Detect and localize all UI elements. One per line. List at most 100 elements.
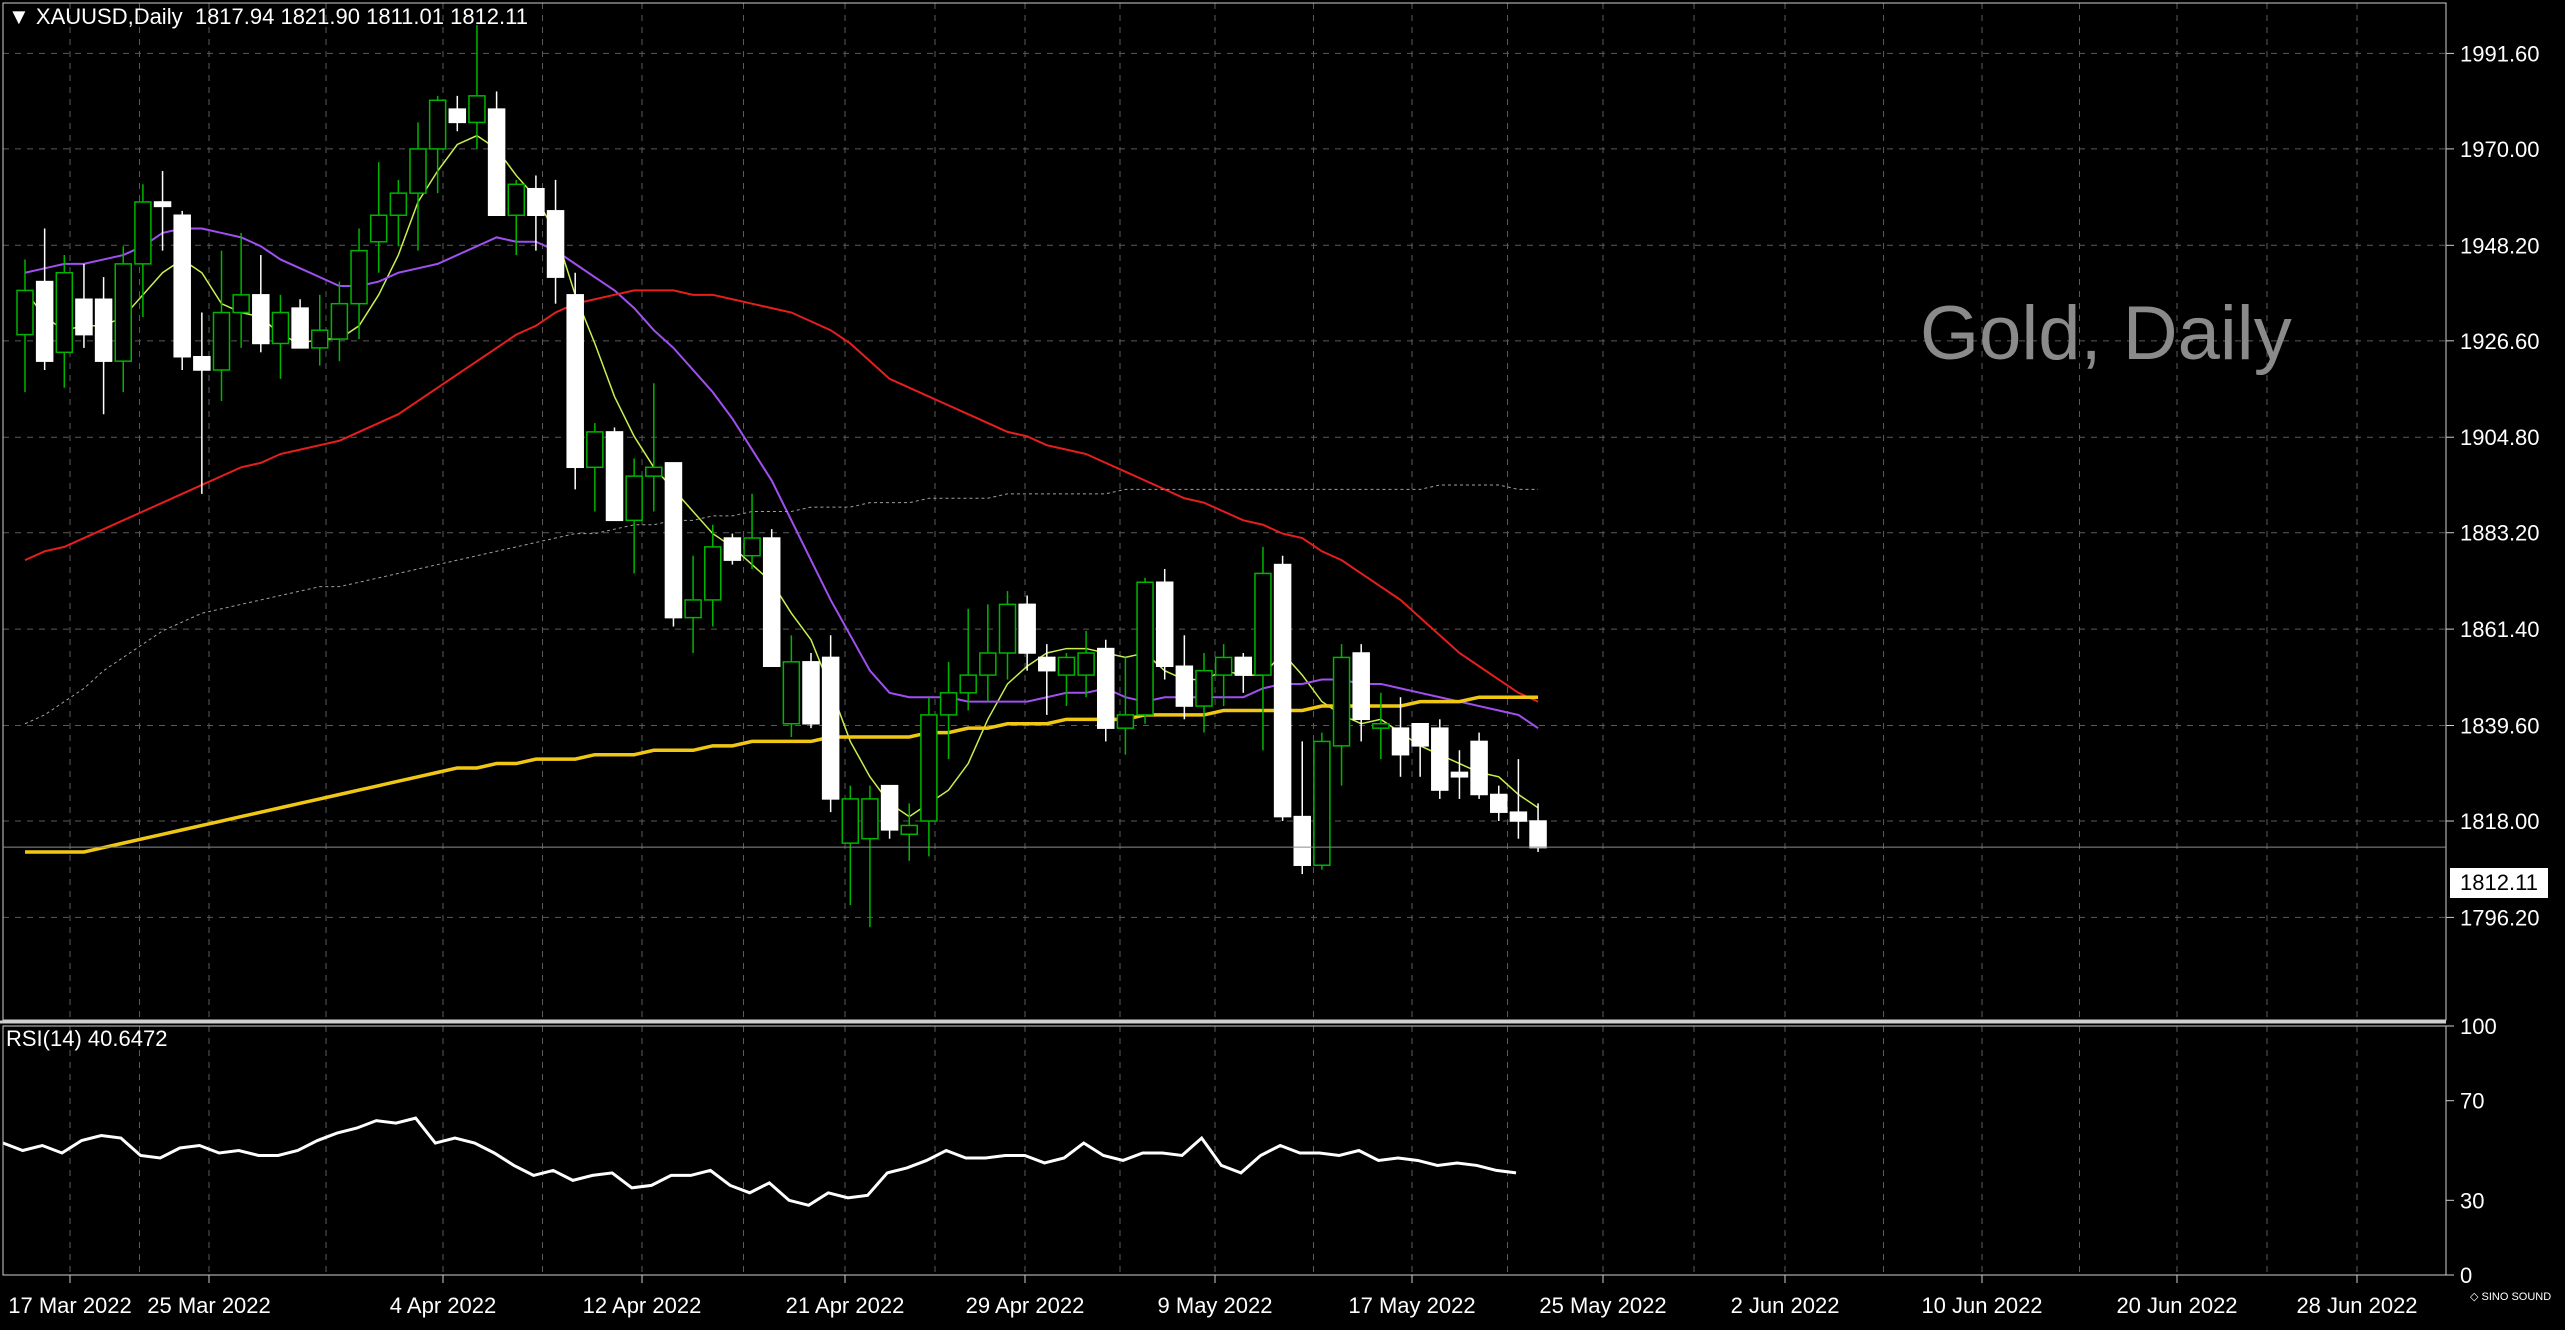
candle-body bbox=[134, 201, 152, 265]
symbol-header[interactable]: ▼ XAUUSD,Daily 1817.94 1821.90 1811.01 1… bbox=[8, 4, 528, 30]
candle-body bbox=[1254, 572, 1272, 676]
candle-body bbox=[389, 192, 408, 216]
y-tick-label: 1948.20 bbox=[2460, 233, 2540, 258]
candle-body bbox=[861, 798, 879, 840]
candle-body bbox=[979, 652, 997, 676]
candle-body bbox=[94, 298, 113, 362]
candle-body bbox=[409, 148, 427, 194]
x-tick-label: 21 Apr 2022 bbox=[786, 1293, 905, 1318]
candle-body bbox=[487, 108, 506, 216]
x-tick-label: 10 Jun 2022 bbox=[1921, 1293, 2042, 1318]
x-tick-label: 20 Jun 2022 bbox=[2116, 1293, 2237, 1318]
candle-body bbox=[153, 201, 172, 208]
candle-body bbox=[704, 546, 722, 601]
broker-logo: ◇ SINO SOUND bbox=[2470, 1290, 2551, 1303]
logo-icon: ◇ bbox=[2470, 1291, 2482, 1303]
rsi-level-label: 100 bbox=[2460, 1014, 2497, 1039]
candle-body bbox=[1529, 820, 1547, 849]
candle-body bbox=[291, 307, 309, 349]
candle-body bbox=[350, 249, 368, 305]
candle-body bbox=[311, 329, 329, 349]
rsi-label: RSI(14) 40.6472 bbox=[6, 1026, 168, 1051]
candle-body bbox=[1332, 656, 1351, 747]
rsi-line bbox=[2, 1116, 1517, 1207]
candle-body bbox=[782, 661, 801, 725]
candle-body bbox=[468, 95, 486, 124]
candle-body bbox=[1411, 722, 1429, 747]
candle-body bbox=[330, 302, 349, 340]
candle-body bbox=[1214, 656, 1233, 676]
candle-body bbox=[252, 294, 270, 345]
candle-body bbox=[959, 674, 977, 694]
candle-body bbox=[1077, 652, 1095, 676]
x-tick-label: 28 Jun 2022 bbox=[2296, 1293, 2417, 1318]
candle-body bbox=[645, 466, 663, 477]
y-tick-label: 1991.60 bbox=[2460, 41, 2540, 66]
x-tick-label: 12 Apr 2022 bbox=[583, 1293, 702, 1318]
candle-body bbox=[1136, 581, 1154, 716]
candle-body bbox=[1018, 603, 1036, 654]
candle-body bbox=[1057, 656, 1076, 676]
y-tick-label: 1904.80 bbox=[2460, 425, 2540, 450]
candle-body bbox=[527, 187, 545, 216]
candle-body bbox=[802, 661, 820, 725]
y-tick-label: 1818.00 bbox=[2460, 809, 2540, 834]
moving-average-line bbox=[24, 484, 1539, 725]
candle-body bbox=[35, 280, 54, 362]
candle-body bbox=[1372, 722, 1390, 729]
candle-body bbox=[1470, 740, 1488, 796]
candle-body bbox=[212, 311, 231, 371]
candle-body bbox=[1097, 647, 1115, 729]
candle-body bbox=[605, 431, 624, 522]
x-tick-label: 29 Apr 2022 bbox=[966, 1293, 1085, 1318]
candle-body bbox=[114, 263, 132, 362]
grid-layer bbox=[3, 3, 2446, 1275]
candle-body bbox=[1155, 581, 1174, 668]
candle-body bbox=[1116, 714, 1135, 729]
candle-body bbox=[743, 537, 761, 557]
candle-body bbox=[232, 294, 250, 314]
x-tick-label: 25 Mar 2022 bbox=[147, 1293, 271, 1318]
axis-layer: 1991.60 1970.00 1948.20 1926.60 1904.80 1883.… bbox=[0, 2, 2540, 1318]
candle-body bbox=[841, 798, 860, 844]
candle-body bbox=[1391, 727, 1410, 756]
candle-body bbox=[271, 311, 290, 345]
y-tick-label: 1970.00 bbox=[2460, 137, 2540, 162]
x-tick-label: 9 May 2022 bbox=[1158, 1293, 1273, 1318]
chart-watermark: Gold, Daily bbox=[1920, 291, 2292, 376]
y-tick-label: 1926.60 bbox=[2460, 329, 2540, 354]
candle-body bbox=[920, 714, 938, 822]
candle-body bbox=[448, 108, 467, 124]
candle-body bbox=[546, 210, 565, 278]
main-plot-frame bbox=[2, 2, 2447, 1021]
candle-body bbox=[75, 298, 93, 336]
symbol-label: XAUUSD,Daily bbox=[35, 4, 183, 29]
candle-body bbox=[193, 355, 211, 371]
rsi-layer bbox=[2, 1116, 1517, 1207]
candle-body bbox=[1352, 652, 1370, 721]
candle-body bbox=[1490, 793, 1508, 813]
candle-body bbox=[1431, 727, 1449, 791]
rsi-level-label: 0 bbox=[2460, 1263, 2472, 1288]
candle-body bbox=[1038, 656, 1056, 672]
candle-body bbox=[998, 603, 1017, 654]
candle-body bbox=[939, 692, 958, 716]
ohlc-values: 1817.94 1821.90 1811.01 1812.11 bbox=[194, 4, 528, 29]
moving-average-line bbox=[24, 289, 1539, 703]
collapse-triangle-icon[interactable]: ▼ bbox=[8, 4, 36, 29]
y-tick-label: 1839.60 bbox=[2460, 714, 2540, 739]
candle-body bbox=[625, 475, 643, 522]
candle-body bbox=[880, 784, 899, 831]
candle-layer bbox=[16, 25, 1547, 928]
rsi-level-label: 70 bbox=[2460, 1089, 2484, 1114]
x-tick-label: 2 Jun 2022 bbox=[1731, 1293, 1840, 1318]
candle-body bbox=[173, 214, 191, 358]
x-tick-label: 4 Apr 2022 bbox=[390, 1293, 496, 1318]
last-price-label: 1812.11 bbox=[2450, 868, 2548, 898]
y-tick-label: 1861.40 bbox=[2460, 617, 2540, 642]
candle-body bbox=[1293, 815, 1311, 866]
candle-body bbox=[1234, 656, 1253, 676]
candle-body bbox=[1175, 665, 1194, 707]
